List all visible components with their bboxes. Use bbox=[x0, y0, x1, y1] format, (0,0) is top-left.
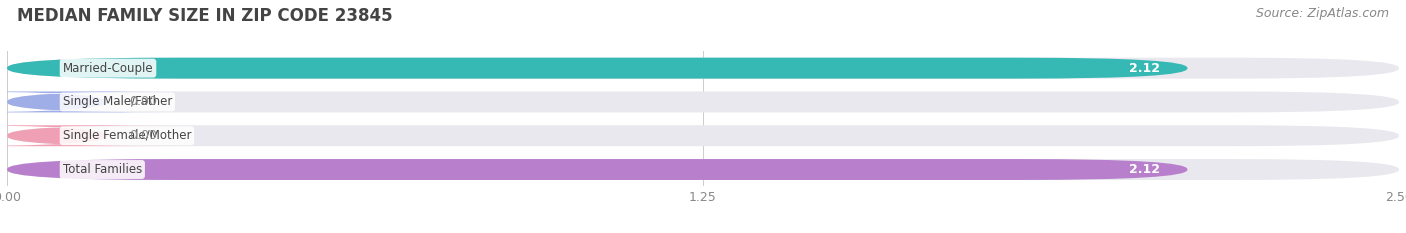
Text: 2.12: 2.12 bbox=[1129, 163, 1160, 176]
FancyBboxPatch shape bbox=[7, 92, 1399, 112]
FancyBboxPatch shape bbox=[7, 58, 1399, 79]
Text: Source: ZipAtlas.com: Source: ZipAtlas.com bbox=[1256, 7, 1389, 20]
FancyBboxPatch shape bbox=[0, 92, 174, 112]
FancyBboxPatch shape bbox=[0, 125, 174, 146]
Text: Single Female/Mother: Single Female/Mother bbox=[63, 129, 191, 142]
Text: 0.00: 0.00 bbox=[129, 96, 157, 108]
FancyBboxPatch shape bbox=[7, 125, 1399, 146]
FancyBboxPatch shape bbox=[7, 159, 1399, 180]
Text: Total Families: Total Families bbox=[63, 163, 142, 176]
FancyBboxPatch shape bbox=[7, 58, 1188, 79]
Text: 0.00: 0.00 bbox=[129, 129, 157, 142]
Text: Single Male/Father: Single Male/Father bbox=[63, 96, 172, 108]
Text: Married-Couple: Married-Couple bbox=[63, 62, 153, 75]
FancyBboxPatch shape bbox=[7, 159, 1188, 180]
Text: 2.12: 2.12 bbox=[1129, 62, 1160, 75]
Text: MEDIAN FAMILY SIZE IN ZIP CODE 23845: MEDIAN FAMILY SIZE IN ZIP CODE 23845 bbox=[17, 7, 392, 25]
